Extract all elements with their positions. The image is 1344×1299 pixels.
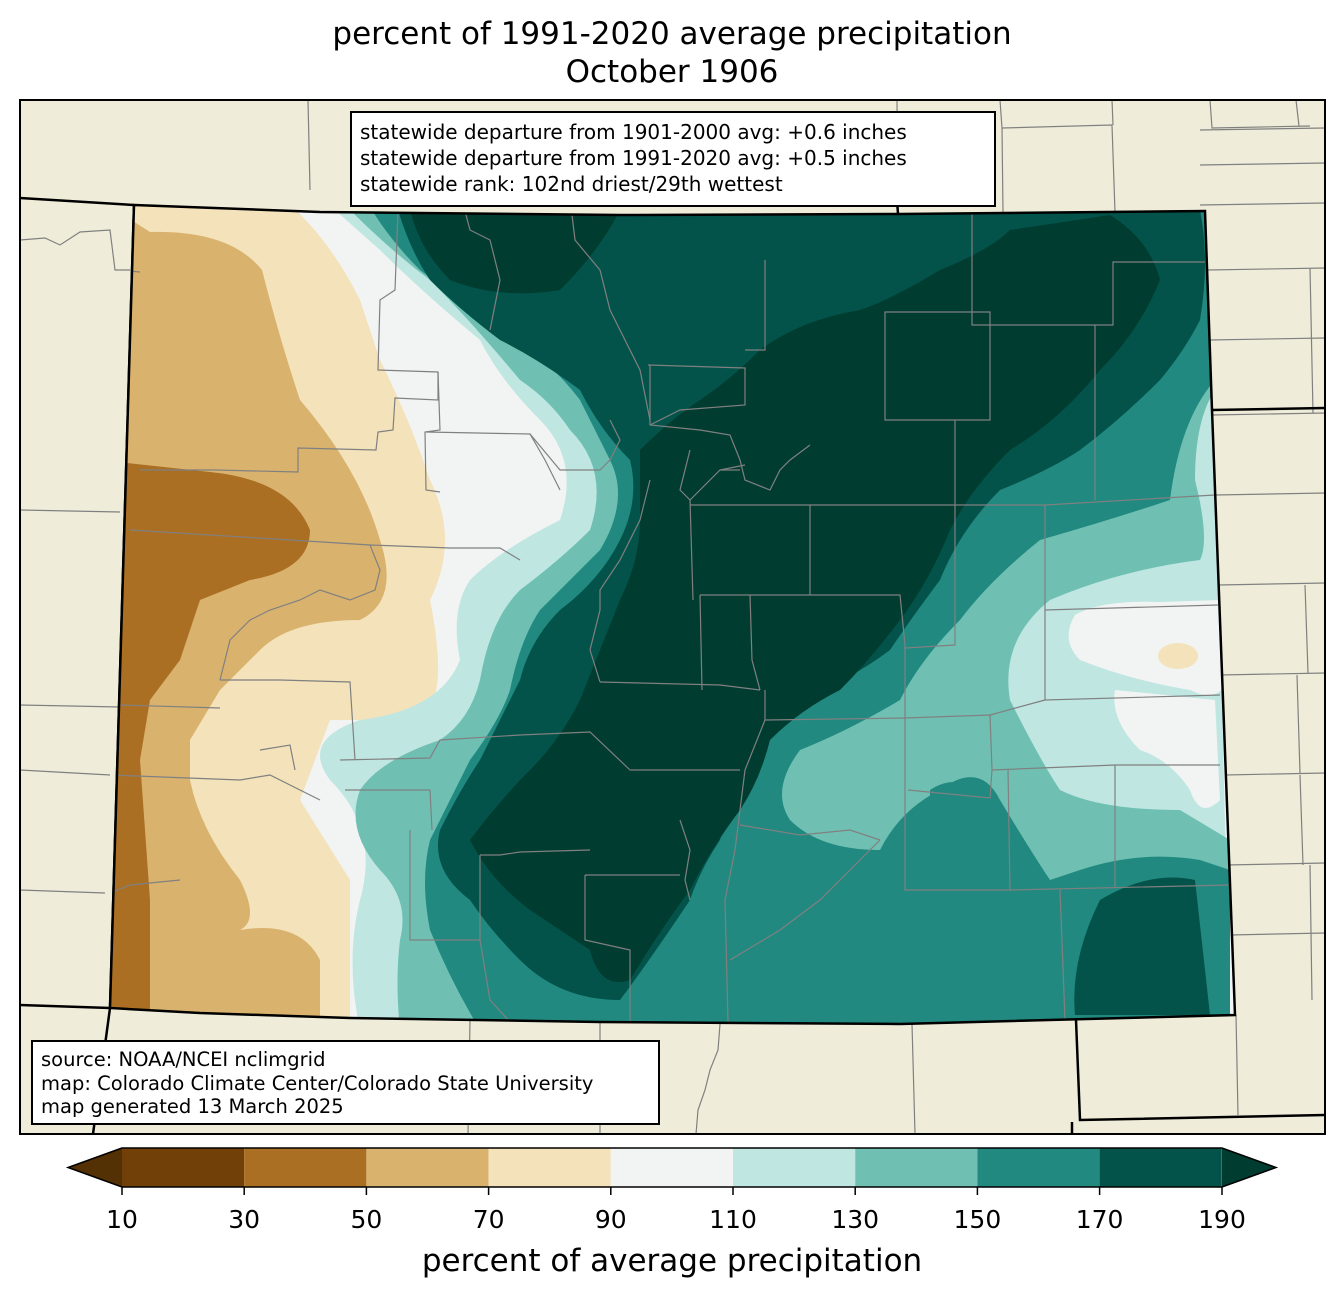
map-frame	[19, 99, 1326, 1135]
stats-line-2: statewide departure from 1991-2020 avg: …	[360, 146, 907, 170]
source-box: source: NOAA/NCEI nclimgrid map: Colorad…	[31, 1040, 660, 1125]
colorbar-tick-label: 10	[106, 1205, 138, 1234]
precip-contours	[110, 205, 1235, 1024]
colorbar-tick-label: 90	[594, 1205, 627, 1234]
colorbar-tick-label: 190	[1198, 1205, 1246, 1234]
colorbar-label: percent of average precipitation	[421, 1243, 923, 1279]
colorbar-tick-label: 170	[1075, 1205, 1124, 1234]
statewide-stats-box: statewide departure from 1901-2000 avg: …	[350, 111, 996, 207]
colorado-border	[108, 203, 1237, 1026]
chart-title-line1: percent of 1991-2020 average precipitati…	[332, 16, 1012, 52]
stats-line-1: statewide departure from 1901-2000 avg: …	[360, 120, 907, 144]
stats-line-3: statewide rank: 102nd driest/29th wettes…	[360, 172, 783, 196]
source-line-3: map generated 13 March 2025	[41, 1095, 344, 1118]
source-line-2: map: Colorado Climate Center/Colorado St…	[41, 1071, 594, 1095]
chart-title-line2: October 1906	[565, 54, 779, 90]
colorbar-tick-label: 50	[350, 1205, 383, 1234]
colorbar-tick-label: 150	[953, 1205, 1002, 1234]
colorbar-tick-label: 30	[228, 1205, 261, 1234]
colorbar-tick-label: 110	[709, 1205, 757, 1234]
colorbar-tick-label: 130	[831, 1205, 880, 1234]
source-line-1: source: NOAA/NCEI nclimgrid	[41, 1048, 326, 1071]
colorbar-tick-label: 70	[472, 1205, 505, 1234]
